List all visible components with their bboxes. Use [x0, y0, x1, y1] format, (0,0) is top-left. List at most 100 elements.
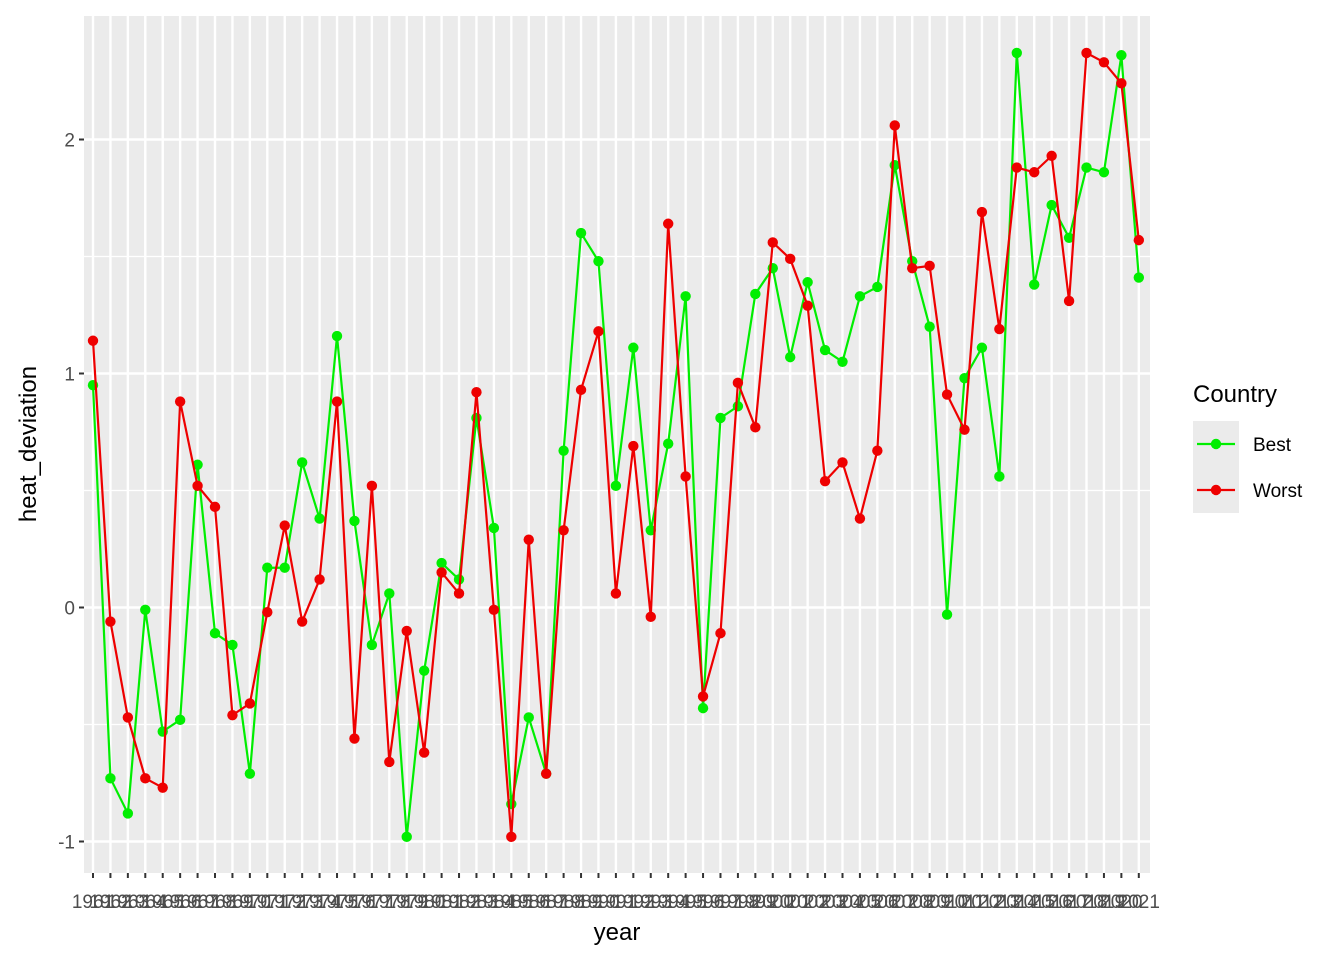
data-point [244, 698, 256, 709]
data-point [471, 387, 482, 398]
data-point [1133, 272, 1145, 283]
x-tick-label: 1999 [734, 892, 776, 913]
x-tick-label: 2019 [1083, 892, 1125, 913]
data-point [192, 459, 203, 470]
data-point [209, 501, 221, 513]
data-point [907, 263, 918, 274]
x-tick-label: 1983 [455, 892, 497, 913]
legend: Country Best Worst [1193, 381, 1303, 513]
x-tick-label: 1998 [717, 892, 759, 913]
grid-layer [84, 16, 1150, 873]
x-tick-label: 2003 [804, 892, 846, 913]
data-point [575, 227, 587, 239]
x-tick-label: 2000 [752, 892, 794, 913]
data-point [384, 756, 395, 768]
data-point [1029, 279, 1040, 290]
data-point [296, 616, 308, 627]
data-point [366, 480, 378, 492]
data-point [941, 389, 953, 400]
data-point [227, 709, 238, 721]
series-layer [87, 47, 1145, 843]
legend-label: Worst [1253, 481, 1303, 502]
data-point [331, 396, 343, 407]
x-tick-label: 2012 [961, 892, 1003, 913]
x-tick-label: 2001 [769, 892, 811, 913]
series-worst [87, 47, 1145, 843]
data-point [314, 513, 325, 524]
data-point [296, 457, 308, 468]
legend-label: Best [1253, 435, 1292, 456]
x-tick-label: 1992 [612, 892, 654, 913]
x-tick-label: 1990 [577, 892, 619, 913]
x-tick-label: 1991 [595, 892, 637, 913]
data-point [610, 588, 622, 599]
data-point [349, 515, 360, 527]
data-point [244, 768, 256, 779]
data-point [105, 616, 116, 627]
x-tick-label: 1997 [699, 892, 741, 913]
x-tick-label: 2020 [1100, 892, 1142, 913]
data-point [715, 412, 726, 424]
data-point [837, 356, 848, 367]
data-point [453, 574, 465, 585]
data-point [558, 445, 569, 456]
data-point [1011, 162, 1022, 173]
data-point [976, 342, 988, 353]
data-point [994, 323, 1005, 335]
x-tick-label: 1994 [647, 892, 690, 913]
data-point [819, 344, 831, 356]
data-point [122, 808, 134, 819]
data-point [331, 330, 343, 342]
data-point [854, 291, 866, 302]
data-point [523, 534, 534, 545]
x-tick-label: 2009 [908, 892, 950, 913]
data-point [523, 712, 534, 723]
data-point [174, 714, 186, 726]
data-point [785, 351, 796, 363]
data-point [418, 747, 430, 758]
data-point [662, 438, 674, 449]
x-tick-label: 1976 [333, 892, 375, 913]
data-point [837, 457, 848, 468]
x-tick-label: 2018 [1065, 892, 1107, 913]
data-point [401, 625, 412, 637]
data-point [488, 604, 500, 616]
x-tick-label: 1965 [142, 892, 184, 913]
x-tick-label: 1985 [490, 892, 532, 913]
data-point [401, 831, 412, 843]
data-point [506, 831, 517, 843]
data-point [697, 691, 709, 702]
x-tick-label: 1981 [420, 892, 462, 913]
data-point [1133, 234, 1145, 246]
data-point [157, 782, 168, 793]
data-point [453, 588, 465, 599]
x-tick-label: 1979 [386, 892, 428, 913]
data-point [1063, 295, 1075, 307]
data-point [1081, 162, 1092, 173]
data-point [645, 525, 656, 536]
data-point [976, 206, 988, 218]
x-tick-label: 1978 [368, 892, 410, 913]
data-point [750, 288, 761, 300]
y-tick-label: 0 [64, 599, 75, 620]
x-tick-label: 1988 [542, 892, 584, 913]
data-point [418, 665, 430, 676]
x-tick-label: 1977 [351, 892, 393, 913]
x-tick-label: 2016 [1031, 892, 1073, 913]
x-tick-label: 1995 [664, 892, 706, 913]
data-point [314, 574, 325, 585]
data-point [680, 291, 691, 302]
x-tick-label: 1961 [72, 892, 114, 913]
data-point [279, 520, 290, 531]
x-tick-label: 1971 [246, 892, 288, 913]
x-tick-label: 1968 [194, 892, 236, 913]
x-tick-label: 1964 [124, 892, 167, 913]
data-point [697, 702, 709, 714]
x-tick-label: 2010 [926, 892, 968, 913]
data-point [610, 480, 622, 492]
data-point [819, 475, 831, 487]
data-point [279, 562, 290, 573]
data-point [1081, 47, 1092, 59]
data-point [1116, 78, 1127, 89]
